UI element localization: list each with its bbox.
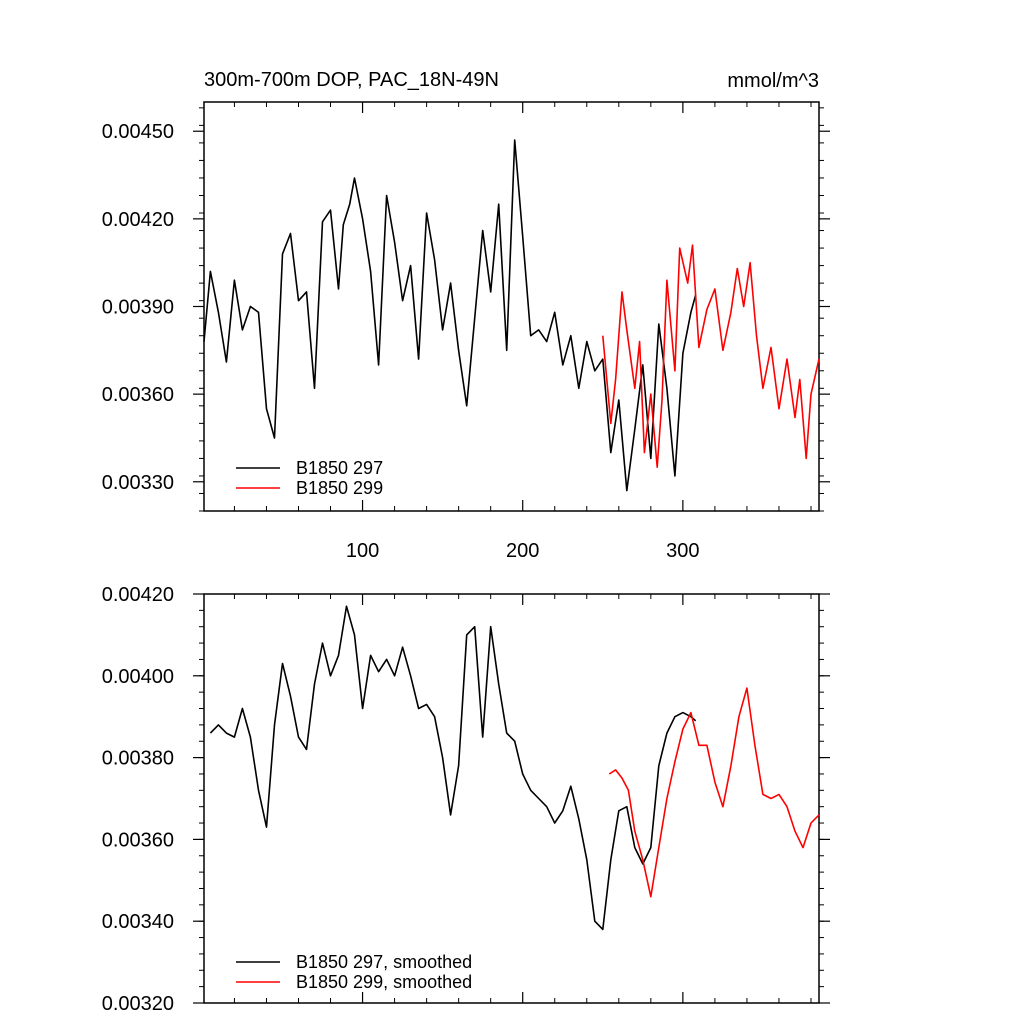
legend-label-2: B1850 299 — [296, 478, 383, 498]
series-line-1 — [209, 605, 697, 931]
legend-label-1: B1850 297, smoothed — [296, 952, 472, 972]
legend-label-1: B1850 297 — [296, 458, 383, 478]
chart-units: mmol/m^3 — [727, 70, 819, 92]
x-tick-label: 300 — [666, 540, 699, 562]
x-tick-label: 200 — [506, 540, 539, 562]
y-tick-label: 0.00420 — [102, 209, 174, 231]
x-tick-label: 100 — [346, 540, 379, 562]
top-series-lines — [203, 139, 820, 492]
top-axis-ticks — [193, 102, 830, 512]
y-tick-label: 0.00360 — [102, 829, 174, 851]
y-tick-label: 0.00390 — [102, 297, 174, 319]
bottom-plot-frame — [203, 593, 820, 1004]
series-line-2 — [608, 687, 820, 898]
bottom-series-lines — [209, 605, 820, 931]
y-tick-label: 0.00380 — [102, 748, 174, 770]
chart-title: 300m-700m DOP, PAC_18N-49N — [204, 69, 499, 91]
y-tick-label: 0.00450 — [102, 121, 174, 143]
top-y-tick-labels: 0.00330 0.00360 0.00390 0.00420 0.00450 — [102, 121, 174, 494]
y-tick-label: 0.00400 — [102, 666, 174, 688]
y-tick-label: 0.00330 — [102, 472, 174, 494]
y-tick-label: 0.00420 — [102, 584, 174, 606]
bottom-chart-panel: 0.00320 0.00340 0.00360 0.00380 0.00400 0.004… — [102, 584, 830, 1015]
bottom-y-tick-labels: 0.00320 0.00340 0.00360 0.00380 0.00400 0.004… — [102, 584, 174, 1015]
series-line-2 — [602, 244, 820, 469]
y-tick-label: 0.00340 — [102, 911, 174, 933]
bottom-axis-ticks — [193, 593, 830, 1004]
y-tick-label: 0.00320 — [102, 993, 174, 1015]
legend-label-2: B1850 299, smoothed — [296, 972, 472, 992]
series-line-1 — [203, 139, 697, 492]
top-chart-panel: 300m-700m DOP, PAC_18N-49N mmol/m^3 0.00… — [102, 69, 830, 562]
top-plot-frame — [203, 101, 820, 512]
top-x-tick-labels: 100 200 300 — [346, 540, 700, 562]
y-tick-label: 0.00360 — [102, 384, 174, 406]
